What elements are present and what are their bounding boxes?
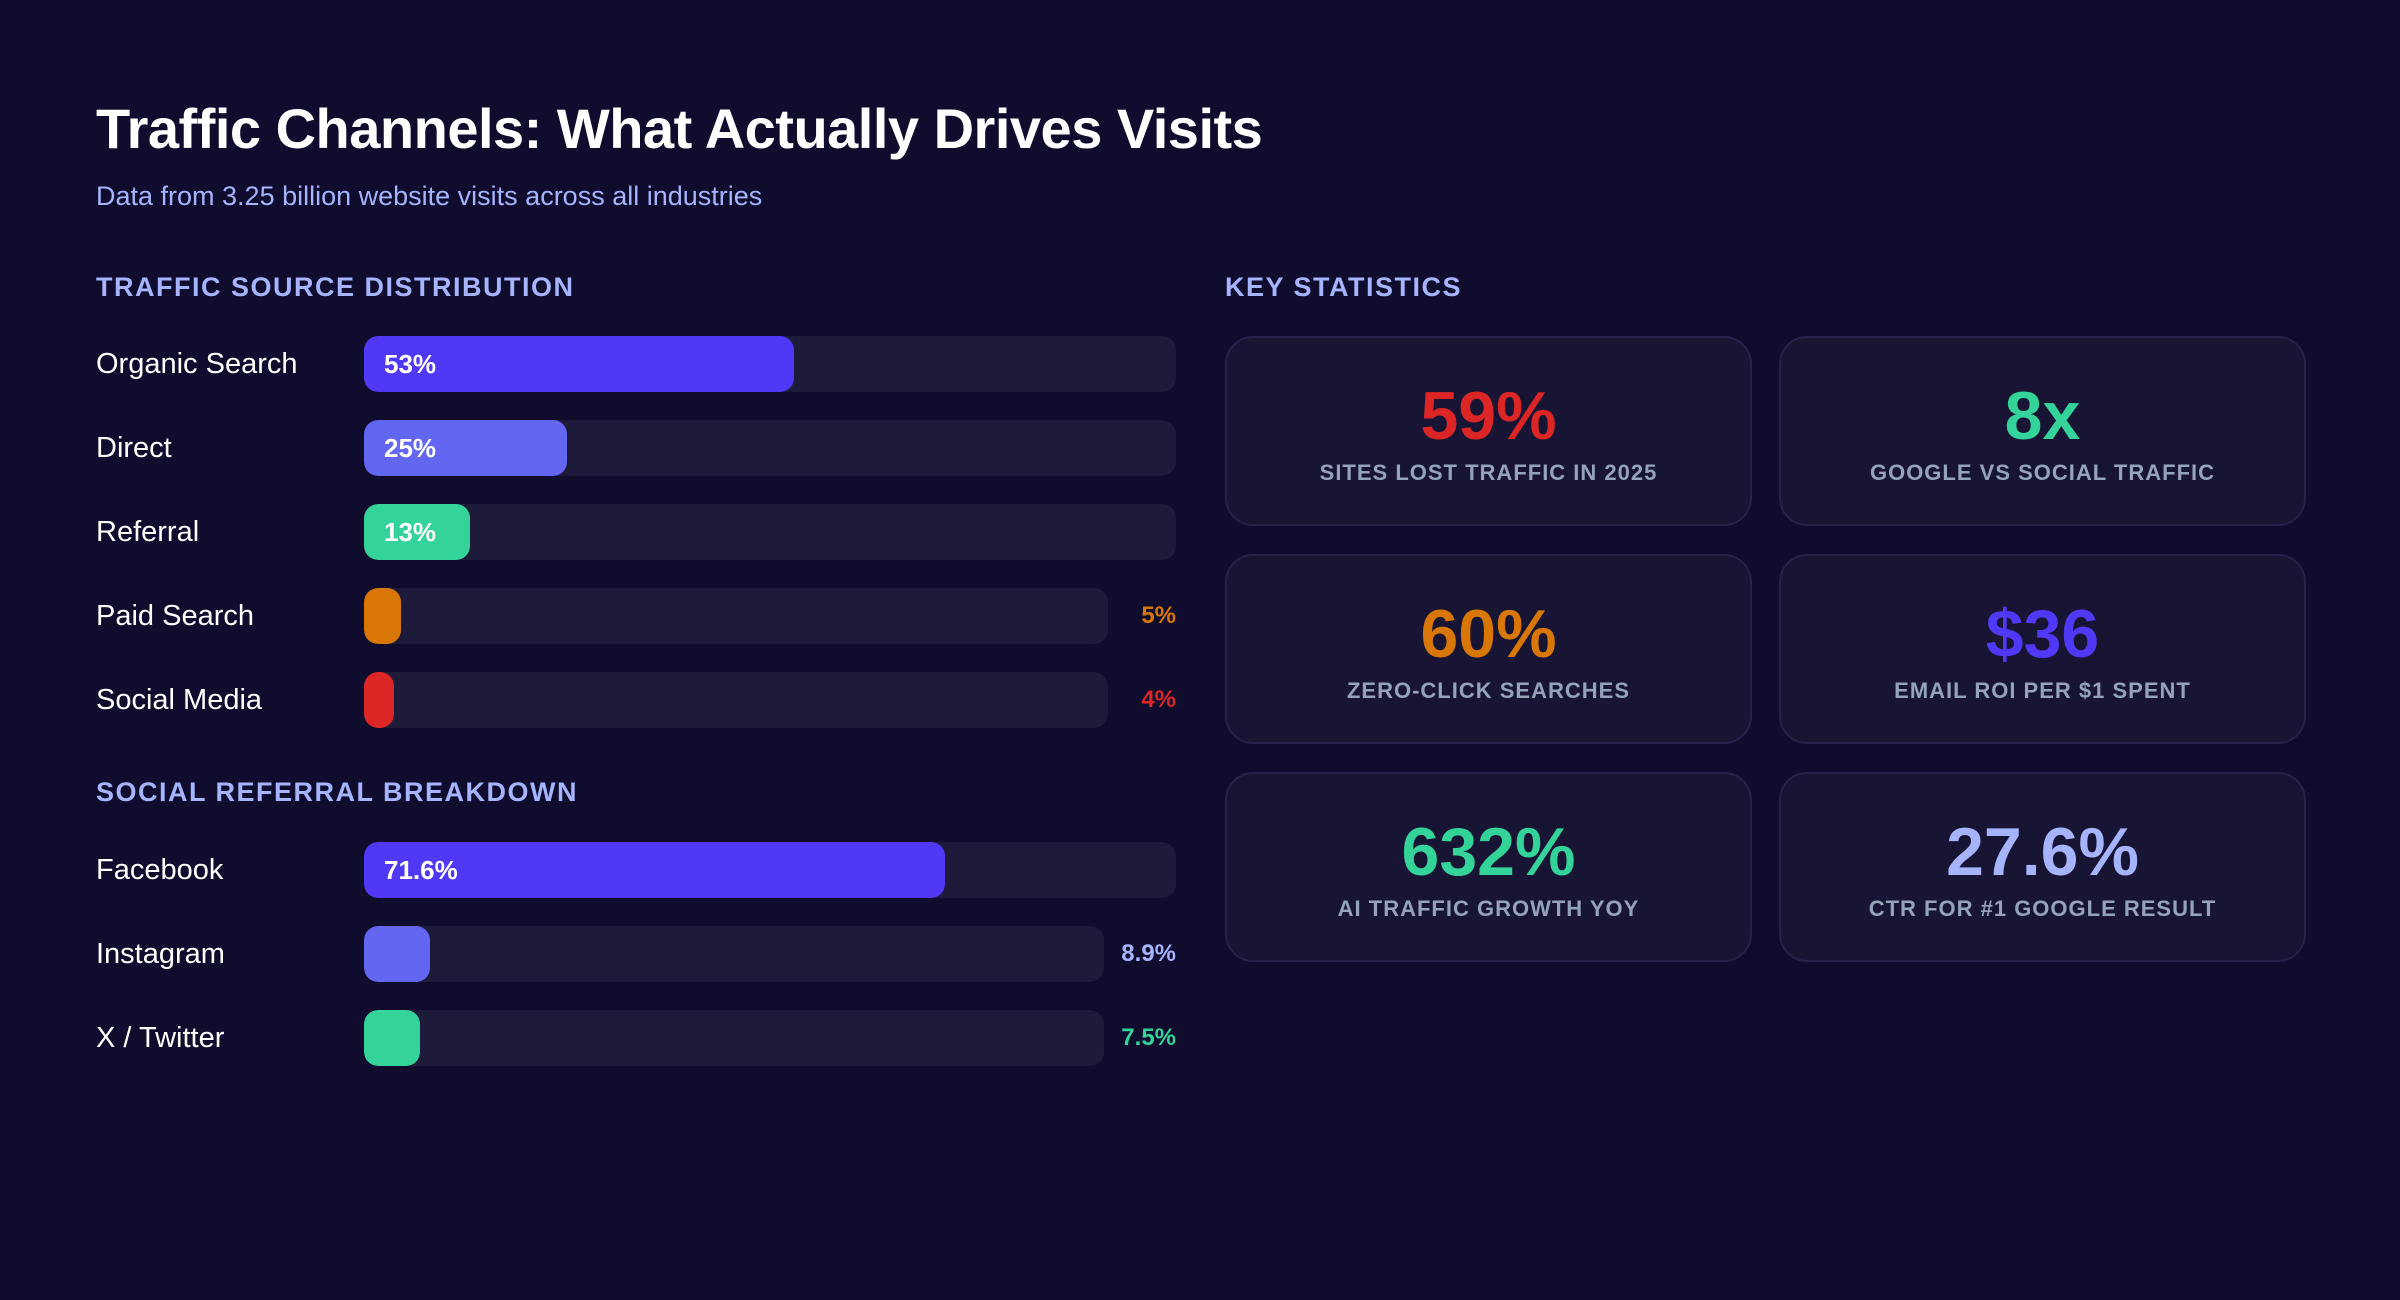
stat-card: 632% AI TRAFFIC GROWTH YOY [1225, 772, 1752, 962]
stat-value: $36 [1985, 596, 2100, 672]
stat-label: CTR FOR #1 GOOGLE RESULT [1868, 896, 2217, 921]
stat-card: 59% SITES LOST TRAFFIC IN 2025 [1225, 336, 1752, 526]
stat-label: ZERO-CLICK SEARCHES [1346, 678, 1630, 703]
bar-track [364, 1010, 1104, 1066]
stat-label: SITES LOST TRAFFIC IN 2025 [1319, 460, 1658, 485]
key-statistics-heading: KEY STATISTICS [1225, 272, 1463, 302]
bar-track [364, 588, 1108, 644]
bar-fill [364, 842, 946, 898]
bar-row: Instagram 8.9% [96, 926, 1176, 982]
bar-track: 25% [364, 420, 1176, 476]
bar-row: Direct 25% [96, 420, 1176, 476]
bar-value-label: 25% [384, 433, 437, 463]
bar-category-label: Direct [96, 432, 172, 464]
bar-value-label: 5% [1141, 602, 1176, 629]
bar-track: 13% [364, 504, 1176, 560]
bar-track [364, 926, 1104, 982]
stat-card: 60% ZERO-CLICK SEARCHES [1225, 554, 1752, 744]
bar-track: 71.6% [364, 842, 1176, 898]
bar-value-label: 8.9% [1121, 940, 1176, 967]
stat-label: EMAIL ROI PER $1 SPENT [1894, 678, 2191, 703]
page-title: Traffic Channels: What Actually Drives V… [96, 97, 1263, 160]
bar-row: Social Media 4% [96, 672, 1176, 728]
bar-row: Paid Search 5% [96, 588, 1176, 644]
bar-track [364, 672, 1108, 728]
stat-value: 27.6% [1946, 814, 2139, 890]
bar-fill [364, 504, 470, 560]
stat-card: $36 EMAIL ROI PER $1 SPENT [1779, 554, 2306, 744]
bar-row: X / Twitter 7.5% [96, 1010, 1176, 1066]
bar-category-label: X / Twitter [96, 1022, 225, 1054]
bar-category-label: Social Media [96, 684, 263, 716]
bar-category-label: Facebook [96, 854, 224, 886]
bar-category-label: Paid Search [96, 600, 254, 632]
bar-value-label: 53% [384, 349, 437, 379]
bar-category-label: Instagram [96, 938, 225, 970]
bar-fill [364, 926, 430, 982]
bar-fill [364, 588, 402, 644]
bar-value-label: 7.5% [1121, 1024, 1176, 1051]
bar-row: Facebook 71.6% [96, 842, 1176, 898]
bar-fill [364, 1010, 420, 1066]
bar-row: Referral 13% [96, 504, 1176, 560]
bar-track: 53% [364, 336, 1176, 392]
page-subtitle: Data from 3.25 billion website visits ac… [96, 181, 763, 211]
stat-value: 632% [1401, 814, 1576, 890]
stat-label: AI TRAFFIC GROWTH YOY [1337, 896, 1640, 921]
bar-fill [364, 336, 795, 392]
stat-value: 8x [2004, 378, 2081, 454]
bar-category-label: Organic Search [96, 348, 298, 380]
bar-row: Organic Search 53% [96, 336, 1176, 392]
bar-value-label: 4% [1141, 686, 1176, 713]
stat-value: 60% [1420, 596, 1557, 672]
bar-value-label: 71.6% [384, 855, 458, 885]
stat-value: 59% [1420, 378, 1557, 454]
traffic-source-heading: TRAFFIC SOURCE DISTRIBUTION [96, 272, 575, 302]
bar-category-label: Referral [96, 516, 200, 548]
stat-label: GOOGLE VS SOCIAL TRAFFIC [1869, 460, 2216, 485]
stat-card: 27.6% CTR FOR #1 GOOGLE RESULT [1779, 772, 2306, 962]
bar-fill [364, 420, 567, 476]
bar-value-label: 13% [384, 517, 437, 547]
bar-fill [364, 672, 394, 728]
stat-card: 8x GOOGLE VS SOCIAL TRAFFIC [1779, 336, 2306, 526]
social-referral-heading: SOCIAL REFERRAL BREAKDOWN [96, 777, 579, 807]
